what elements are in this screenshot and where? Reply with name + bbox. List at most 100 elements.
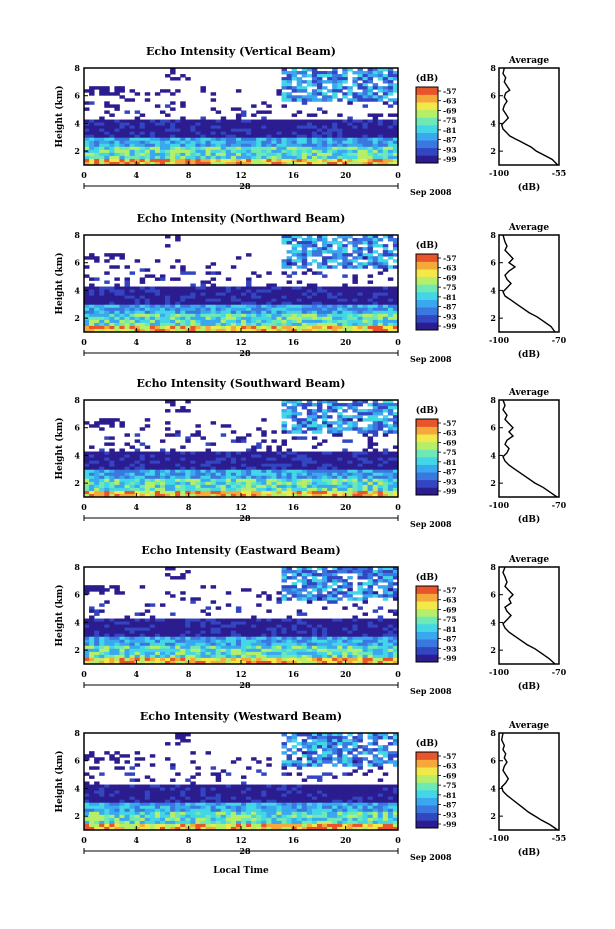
heatmap-cell [139,472,146,477]
heatmap-cell [291,570,298,574]
heatmap-cell [316,591,323,595]
heatmap-cell [124,125,130,130]
heatmap-cell [387,481,394,486]
heatmap-cell [109,328,115,333]
heatmap-cell [165,648,171,653]
heatmap-cell [357,648,363,653]
heatmap-cell [170,460,176,465]
heatmap-cell [200,585,206,589]
heatmap-cell [124,328,130,333]
heatmap-cell [99,161,105,166]
heatmap-cell [271,648,277,653]
heatmap-cell [286,615,293,619]
heatmap-cell [301,143,308,148]
heatmap-cell [306,642,313,647]
heatmap-cell [230,286,237,290]
heatmap-cell [246,457,252,462]
heatmap-cell [246,630,252,635]
heatmap-cell [159,642,166,647]
heatmap-cell [377,490,384,495]
heatmap-cell [372,92,379,96]
heatmap-cell [99,657,105,662]
heatmap-cell [124,442,130,446]
colorbar-swatch [416,307,438,316]
heatmap-cell [94,307,100,312]
heatmap-cell [367,579,374,583]
heatmap-cell [195,457,201,462]
heatmap-cell [296,412,303,416]
heatmap-cell [342,259,348,263]
heatmap-cell [261,286,267,290]
heatmap-cell [104,493,110,498]
heatmap-cell [377,624,384,629]
heatmap-cell [316,140,323,145]
heatmap-cell [342,427,348,431]
heatmap-cell [104,454,110,458]
heatmap-cell [89,256,95,260]
heatmap-cell [205,457,212,462]
heatmap-cell [200,125,206,130]
heatmap-cell [195,131,201,136]
heatmap-cell [377,125,384,130]
x-tick-label: 16 [288,502,300,512]
heatmap-cell [337,463,343,468]
heatmap-cell [89,289,95,293]
profile-x-label: (dB) [518,182,540,193]
heatmap-cell [114,92,120,96]
heatmap-cell [225,478,232,483]
heatmap-cell [241,451,247,455]
heatmap-cell [347,639,353,644]
heatmap-cell [286,125,293,130]
heatmap-cell [362,639,369,644]
heatmap-cell [276,319,282,324]
heatmap-cell [372,591,379,595]
heatmap-cell [220,289,227,293]
heatmap-cell [276,155,282,160]
heatmap-cell [306,289,313,293]
heatmap-cell [180,292,186,297]
heatmap-cell [291,403,298,407]
heatmap-cell [175,122,181,126]
heatmap-cell [352,475,358,480]
heatmap-cell [180,597,186,601]
heatmap-cell [170,400,176,404]
heatmap-cell [205,158,212,163]
heatmap-cell [367,645,374,650]
heatmap-cell [382,624,389,629]
heatmap-cell [286,128,293,133]
heatmap-cell [220,472,227,477]
heatmap-cell [357,403,363,407]
heatmap-cell [104,301,110,306]
heatmap-cell [392,487,399,492]
heatmap-cell [230,328,237,333]
heatmap-cell [316,430,323,434]
heatmap-cell [235,618,242,622]
heatmap-cell [387,113,394,117]
heatmap-cell [149,328,156,333]
heatmap-cell [159,639,166,644]
heatmap-cell [367,639,374,644]
heatmap-cell [205,645,212,650]
heatmap-cell [322,585,328,589]
heatmap-cell [84,274,90,278]
heatmap-cell [392,146,399,151]
heatmap-cell [327,472,333,477]
heatmap-cell [281,627,287,632]
heatmap-cell [241,307,247,312]
heatmap-cell [170,642,176,647]
heatmap-cell [205,490,212,495]
heatmap-cell [84,421,90,425]
heatmap-cell [296,119,303,123]
heatmap-cell [306,304,313,309]
heatmap-cell [372,161,379,166]
heatmap-cell [251,469,257,474]
heatmap-cell [362,104,369,108]
heatmap-cell [362,469,369,474]
heatmap-cell [210,633,217,638]
heatmap-cell [144,609,151,613]
heatmap-cell [387,256,394,260]
heatmap-cell [205,137,212,142]
heatmap-cell [190,627,196,632]
heatmap-cell [170,304,176,309]
heatmap-cell [266,283,272,287]
